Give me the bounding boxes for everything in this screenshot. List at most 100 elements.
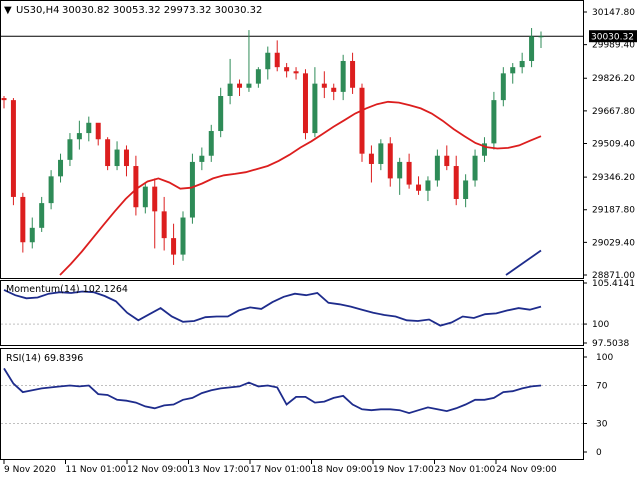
candle-body xyxy=(133,166,139,208)
candle-body xyxy=(350,60,356,88)
rsi-axis: 100 70 30 0 xyxy=(583,353,613,458)
rsi-tick-label: 30 xyxy=(596,420,608,430)
price-tick-label: 28871.00 xyxy=(592,271,635,281)
candlestick-series xyxy=(1,28,544,265)
candle-body xyxy=(321,83,327,88)
price-tick-label: 30147.80 xyxy=(592,8,635,18)
candle-body xyxy=(1,98,7,101)
candle-body xyxy=(76,133,82,140)
price-tick-label: 29346.20 xyxy=(592,173,635,183)
time-tick-label: 17 Nov 01:00 xyxy=(250,465,311,475)
rsi-panel xyxy=(0,348,584,460)
candle-body xyxy=(359,87,365,154)
candle-body xyxy=(171,238,177,255)
candle-body xyxy=(105,139,111,167)
candle-body xyxy=(463,180,469,199)
time-tick-label: 12 Nov 09:00 xyxy=(127,465,188,475)
candle-body xyxy=(20,196,26,243)
time-tick-label: 11 Nov 01:00 xyxy=(66,465,127,475)
candle-body xyxy=(444,155,450,167)
moving-average-line-slow xyxy=(505,249,542,276)
candle-body xyxy=(293,71,299,74)
candle-body xyxy=(180,217,186,255)
collapse-arrow-icon[interactable]: ▼ xyxy=(4,5,12,16)
candle-body xyxy=(500,73,506,101)
rsi-line xyxy=(3,367,542,415)
momentum-indicator xyxy=(1,289,583,327)
candle-body xyxy=(472,155,478,181)
candle-body xyxy=(434,155,440,181)
momentum-line xyxy=(3,289,542,327)
candle-body xyxy=(538,36,544,38)
candle-body xyxy=(368,153,374,164)
rsi-tick-label: 100 xyxy=(596,353,613,363)
momentum-axis: 105.4141 100 97.5038 xyxy=(583,279,635,349)
candle-body xyxy=(453,166,459,199)
momentum-label: Momentum(14) 102.1264 xyxy=(6,284,128,295)
rsi-label: RSI(14) 69.8396 xyxy=(6,353,83,364)
time-tick-label: 18 Nov 09:00 xyxy=(312,465,373,475)
time-tick-label: 19 Nov 17:00 xyxy=(373,465,434,475)
momentum-tick-label: 105.4141 xyxy=(592,279,635,289)
candle-body xyxy=(416,184,422,191)
candle-body xyxy=(29,227,35,243)
moving-average-line-fast xyxy=(59,100,542,276)
candle-body xyxy=(10,100,16,197)
momentum-tick-label: 97.5038 xyxy=(592,339,629,349)
candle-body xyxy=(227,83,233,97)
time-tick-label: 24 Nov 09:00 xyxy=(496,465,557,475)
candle-body xyxy=(529,36,535,61)
rsi-indicator xyxy=(1,367,583,424)
candle-body xyxy=(199,155,205,162)
candle-body xyxy=(387,143,393,179)
current-price-tag xyxy=(589,30,637,43)
candle-body xyxy=(114,149,120,167)
candle-body xyxy=(95,122,101,140)
candle-body xyxy=(491,100,497,144)
candle-body xyxy=(265,52,271,70)
candle-body xyxy=(312,83,318,134)
candle-body xyxy=(237,83,243,88)
candle-body xyxy=(218,96,224,132)
candle-body xyxy=(67,139,73,160)
price-tick-label: 29989.40 xyxy=(592,41,635,51)
price-tick-label: 29187.80 xyxy=(592,206,635,216)
candle-body xyxy=(246,83,252,88)
price-tick-label: 29826.20 xyxy=(592,74,635,84)
momentum-panel xyxy=(0,280,584,346)
time-axis: 9 Nov 2020 11 Nov 01:00 12 Nov 09:00 13 Nov… xyxy=(3,460,557,475)
price-tick-label: 29029.40 xyxy=(592,238,635,248)
candle-body xyxy=(48,176,54,204)
candle-body xyxy=(189,161,195,218)
candle-body xyxy=(208,131,214,156)
candle-body xyxy=(425,180,431,191)
candle-body xyxy=(302,73,308,134)
price-tick-label: 29509.40 xyxy=(592,140,635,150)
candle-body xyxy=(142,186,148,208)
candle-body xyxy=(58,159,64,177)
candle-body xyxy=(284,67,290,72)
candle-body xyxy=(510,67,516,74)
momentum-tick-label: 100 xyxy=(592,320,609,330)
rsi-tick-label: 70 xyxy=(596,382,608,392)
price-axis: 30147.80 29989.40 29826.20 29667.80 29509.40… xyxy=(583,8,637,281)
candle-body xyxy=(481,143,487,156)
candle-body xyxy=(86,122,92,134)
candle-body xyxy=(331,87,337,92)
moving-average-layer xyxy=(59,100,542,276)
candle-body xyxy=(519,60,525,68)
candle-body xyxy=(274,52,280,68)
time-tick-label: 13 Nov 17:00 xyxy=(189,465,250,475)
ohlc-readout: 30030.82 30053.32 29973.32 30030.32 xyxy=(62,5,262,16)
candle-body xyxy=(152,186,158,212)
current-price-tag-label: 30030.32 xyxy=(591,33,634,43)
candle-body xyxy=(340,60,346,92)
symbol-label: US30,H4 xyxy=(16,5,59,16)
time-tick-label: 9 Nov 2020 xyxy=(4,465,56,475)
candle-body xyxy=(123,149,129,167)
candle-body xyxy=(39,203,45,228)
price-tick-label: 29667.80 xyxy=(592,107,635,117)
candle-body xyxy=(397,161,403,179)
candle-body xyxy=(378,143,384,164)
